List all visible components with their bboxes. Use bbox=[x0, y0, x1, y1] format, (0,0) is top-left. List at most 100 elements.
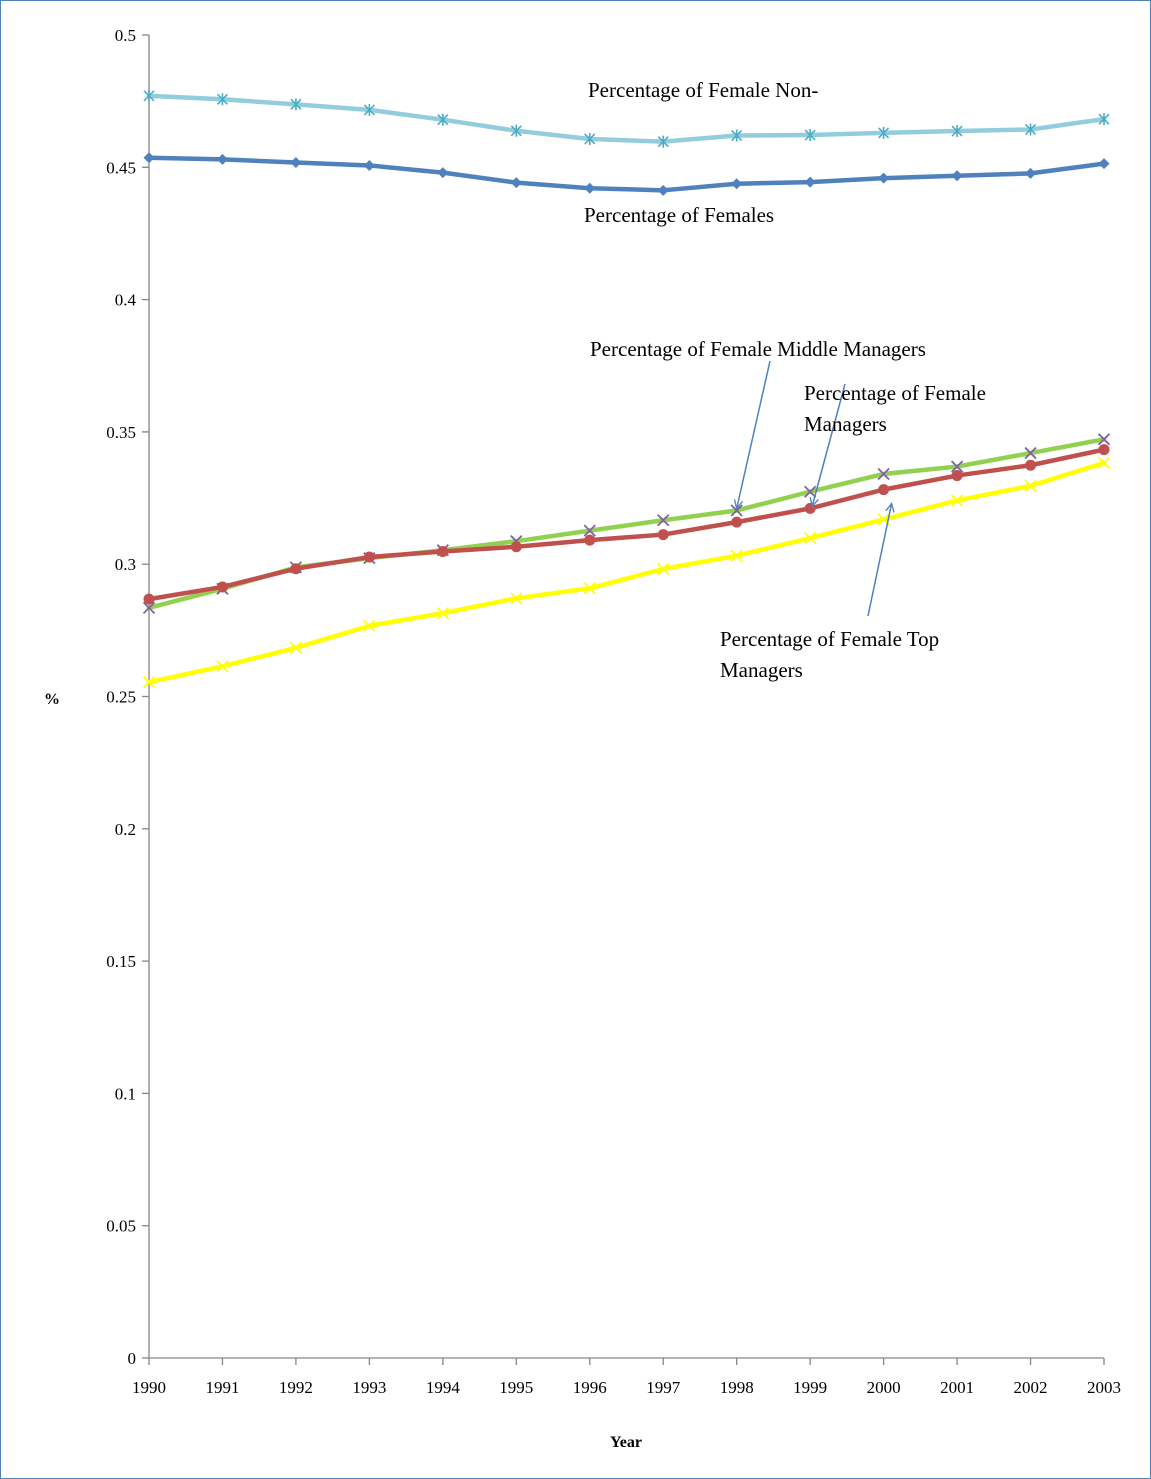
y-tick-label: 0.25 bbox=[106, 688, 136, 707]
series-line bbox=[146, 155, 1107, 193]
x-tick-label: 1992 bbox=[279, 1378, 313, 1397]
annotation-arrow bbox=[737, 360, 771, 508]
y-tick-label: 0.5 bbox=[115, 26, 136, 45]
y-axis: 0 0.05 0.1 0.15 0.2 0.25 0.3 0.35 0.4 0.45 0.5 bbox=[106, 26, 149, 1368]
data-point bbox=[804, 502, 816, 514]
data-point bbox=[583, 524, 596, 537]
data-point bbox=[877, 467, 890, 481]
y-axis-title: % bbox=[44, 691, 60, 708]
annotation-female-managers-line2: Managers bbox=[804, 412, 887, 436]
data-point bbox=[363, 103, 375, 116]
data-point bbox=[657, 562, 670, 576]
y-tick-label: 0 bbox=[128, 1349, 137, 1368]
data-point bbox=[1024, 446, 1037, 460]
data-point bbox=[731, 516, 743, 528]
y-tick-label: 0.05 bbox=[106, 1217, 136, 1236]
annotation-arrow bbox=[867, 503, 892, 617]
x-tick-label: 1998 bbox=[720, 1378, 754, 1397]
data-point bbox=[510, 177, 522, 189]
data-point bbox=[1024, 479, 1037, 493]
series-2 bbox=[143, 152, 1110, 196]
x-tick-label: 1995 bbox=[499, 1378, 533, 1397]
data-point bbox=[510, 592, 523, 605]
x-axis-title: Year bbox=[610, 1434, 642, 1451]
annotation-female-managers-line1: Percentage of Female bbox=[804, 381, 986, 405]
x-tick-label: 2002 bbox=[1014, 1378, 1048, 1397]
annotations: Percentage of Female Non- Percentage of … bbox=[584, 78, 986, 682]
data-point bbox=[951, 170, 963, 182]
annotation-females: Percentage of Females bbox=[584, 203, 774, 227]
data-point bbox=[1097, 456, 1111, 469]
series-line bbox=[146, 460, 1107, 685]
x-axis: 1990 1991 1992 1993 1994 1995 1996 1997 1998 1999… bbox=[132, 1358, 1121, 1397]
series-layer bbox=[142, 89, 1111, 689]
data-point bbox=[584, 182, 596, 194]
data-point bbox=[950, 494, 964, 507]
data-point bbox=[1097, 433, 1111, 446]
annotation-female-middle-managers: Percentage of Female Middle Managers bbox=[590, 337, 926, 361]
data-point bbox=[657, 184, 669, 196]
y-tick-label: 0.45 bbox=[106, 158, 136, 177]
series-line bbox=[146, 447, 1107, 602]
data-point bbox=[363, 159, 375, 171]
x-tick-label: 1999 bbox=[793, 1378, 827, 1397]
data-point bbox=[363, 551, 375, 563]
annotation-female-top-managers-line2: Managers bbox=[720, 658, 803, 682]
data-point bbox=[437, 113, 449, 126]
x-tick-label: 1990 bbox=[132, 1378, 166, 1397]
annotation-arrows bbox=[737, 360, 892, 617]
data-point bbox=[878, 484, 890, 496]
data-point bbox=[657, 514, 670, 527]
data-point bbox=[1025, 167, 1037, 179]
data-point bbox=[584, 534, 596, 546]
series-1 bbox=[143, 89, 1110, 148]
data-point bbox=[804, 176, 816, 188]
data-point bbox=[143, 593, 155, 605]
data-point bbox=[290, 157, 302, 169]
data-point bbox=[289, 641, 303, 654]
annotation-female-non: Percentage of Female Non- bbox=[588, 78, 818, 102]
data-point bbox=[143, 152, 155, 164]
x-tick-label: 1993 bbox=[352, 1378, 386, 1397]
data-point bbox=[657, 135, 669, 148]
data-point bbox=[950, 460, 964, 473]
data-point bbox=[731, 178, 743, 190]
data-point bbox=[216, 153, 228, 165]
data-point bbox=[1098, 444, 1110, 456]
data-point bbox=[1024, 123, 1037, 136]
data-point bbox=[951, 470, 963, 482]
data-point bbox=[730, 549, 743, 562]
data-point bbox=[437, 545, 449, 557]
data-point bbox=[1098, 158, 1110, 170]
x-tick-label: 1997 bbox=[646, 1378, 681, 1397]
data-point bbox=[290, 563, 302, 575]
data-point bbox=[143, 89, 155, 102]
annotation-female-top-managers-line1: Percentage of Female Top bbox=[720, 627, 939, 651]
data-point bbox=[583, 582, 596, 595]
data-point bbox=[878, 126, 890, 139]
data-point bbox=[216, 660, 229, 673]
data-point bbox=[878, 172, 890, 184]
data-point bbox=[142, 601, 156, 614]
data-point bbox=[290, 98, 302, 111]
y-tick-label: 0.35 bbox=[106, 423, 136, 442]
annotation-arrow bbox=[812, 383, 846, 506]
x-tick-label: 2000 bbox=[867, 1378, 901, 1397]
y-tick-label: 0.2 bbox=[115, 820, 136, 839]
data-point bbox=[804, 531, 817, 545]
data-point bbox=[584, 132, 596, 145]
series-4 bbox=[143, 444, 1110, 605]
data-point bbox=[1025, 459, 1037, 471]
x-tick-label: 1994 bbox=[426, 1378, 461, 1397]
data-point bbox=[216, 581, 228, 593]
x-tick-label: 2003 bbox=[1087, 1378, 1121, 1397]
data-point bbox=[731, 129, 743, 142]
data-point bbox=[142, 676, 156, 689]
y-tick-label: 0.3 bbox=[115, 555, 136, 574]
data-point bbox=[510, 541, 522, 553]
data-point bbox=[510, 124, 522, 137]
data-point bbox=[951, 125, 963, 138]
data-point bbox=[804, 485, 817, 498]
data-point bbox=[1098, 113, 1110, 126]
